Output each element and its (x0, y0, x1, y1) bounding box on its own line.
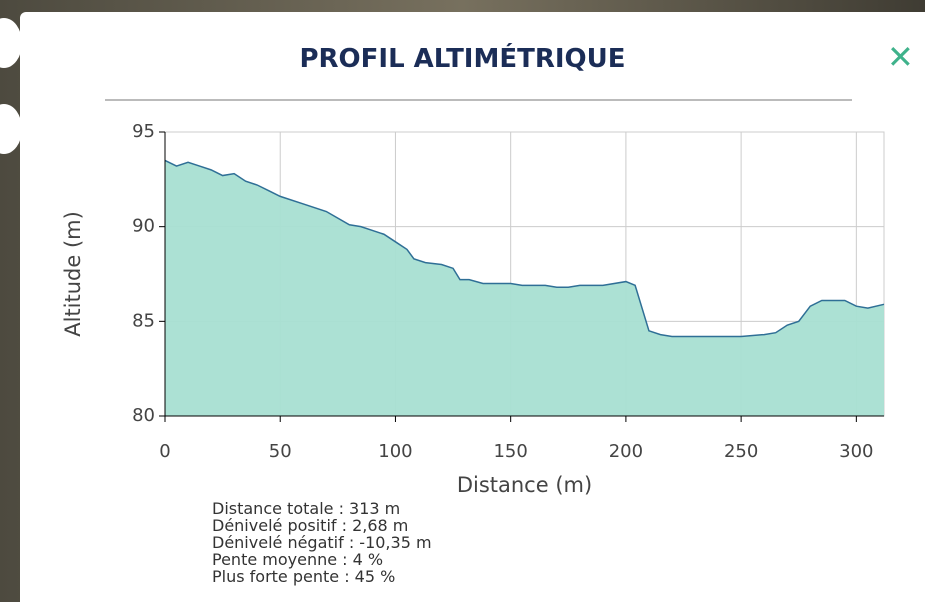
y-axis-label: Altitude (m) (61, 211, 85, 337)
stat-line: Distance totale : 313 m (212, 500, 432, 517)
x-tick-label: 250 (724, 441, 758, 462)
stat-line: Pente moyenne : 4 % (212, 551, 432, 568)
y-tick-label: 95 (132, 121, 155, 142)
x-tick-label: 50 (269, 441, 292, 462)
x-axis-label: Distance (m) (457, 473, 592, 497)
y-tick-label: 80 (132, 405, 155, 426)
y-tick-label: 90 (132, 216, 155, 237)
x-tick-label: 200 (609, 441, 643, 462)
x-tick-label: 300 (839, 441, 873, 462)
y-tick-label: 85 (132, 310, 155, 331)
stat-line: Dénivelé négatif : -10,35 m (212, 534, 432, 551)
x-tick-label: 100 (378, 441, 412, 462)
chart: 80 85 90 95 0 50 100 150 200 250 300 Distance (m) Al… (0, 0, 925, 602)
x-tick-label: 150 (493, 441, 527, 462)
screen: PROFIL ALTIMÉTRIQUE ✕ 808590950501001502… (0, 0, 925, 602)
stat-line: Plus forte pente : 45 % (212, 568, 432, 585)
x-tick-label: 0 (159, 441, 170, 462)
stat-line: Dénivelé positif : 2,68 m (212, 517, 432, 534)
